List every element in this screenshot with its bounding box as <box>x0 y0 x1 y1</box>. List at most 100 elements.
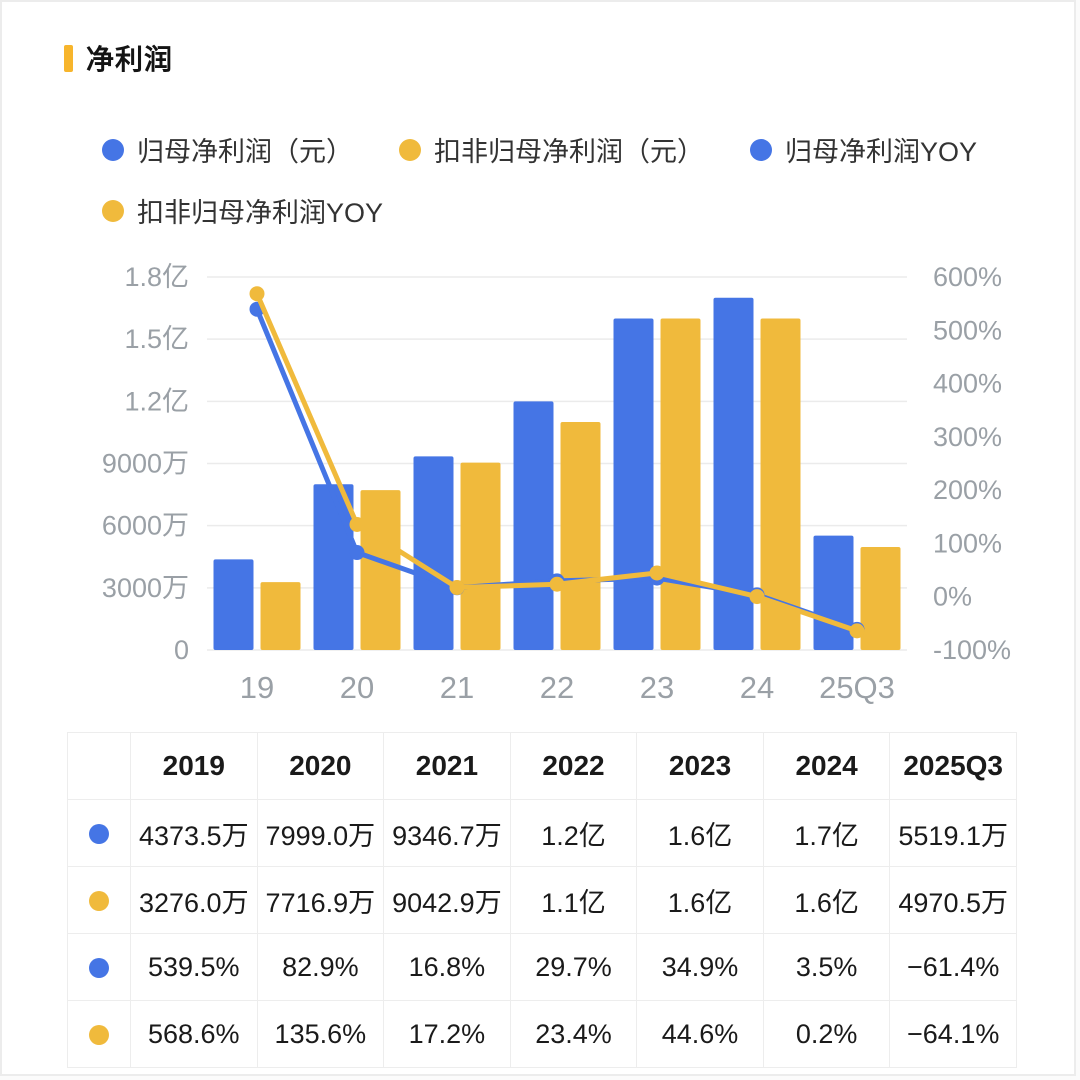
right-axis-tick-label: 500% <box>933 315 1002 345</box>
legend-dot <box>102 199 124 222</box>
table-header-dot-cell <box>67 732 131 800</box>
left-axis-tick-label: 9000万 <box>102 449 189 479</box>
bar-net-profit-20[interactable] <box>313 484 354 650</box>
table-cell: 4373.5万 <box>130 799 258 867</box>
table-row: 539.5% 82.9% 16.8% 29.7% 34.9% 3.5% −61.4% <box>67 933 1017 1001</box>
bar-net-profit-21[interactable] <box>413 456 454 650</box>
left-axis-tick-label: 1.8亿 <box>124 262 189 292</box>
data-table: 2019 2020 2021 2022 2023 2024 2025Q3 4373.5万 79… <box>67 732 1017 1068</box>
legend-label: 归母净利润（元） <box>137 137 353 167</box>
table-cell: 1.6亿 <box>762 866 891 934</box>
table-cell: 0.2% <box>762 1000 891 1068</box>
table-row-dot-cell <box>67 799 131 867</box>
legend-dot <box>102 138 124 161</box>
right-axis-tick-label: -100% <box>933 635 1011 665</box>
legend-item-1[interactable]: 扣非归母净利润（元） <box>399 130 704 169</box>
left-axis-tick-label: 6000万 <box>102 511 189 541</box>
left-axis-tick-label: 1.2亿 <box>124 386 189 416</box>
legend-item-0[interactable]: 归母净利润（元） <box>102 130 353 169</box>
x-axis-tick-label: 24 <box>740 670 774 705</box>
table-row-dot-cell <box>67 1000 131 1068</box>
table-cell: 1.6亿 <box>636 866 764 934</box>
table-row: 4373.5万 7999.0万 9346.7万 1.2亿 1.6亿 1.7亿 5519.1万 <box>67 799 1017 867</box>
table-cell: 23.4% <box>509 1000 638 1068</box>
section-title-row: 净利润 <box>64 38 1074 78</box>
table-cell: 5519.1万 <box>889 799 1017 867</box>
line-point-deducted-net-profit-yoy-21[interactable] <box>449 580 465 596</box>
table-cell: 539.5% <box>130 933 258 1001</box>
x-axis-tick-label: 25Q3 <box>819 670 895 705</box>
table-cell: 1.6亿 <box>636 799 764 867</box>
bar-net-profit-19[interactable] <box>213 559 254 650</box>
table-cell: 568.6% <box>130 1000 258 1068</box>
table-cell: 7999.0万 <box>256 799 385 867</box>
x-axis-tick-label: 22 <box>540 670 574 705</box>
table-cell: 7716.9万 <box>256 866 385 934</box>
legend-label: 归母净利润YOY <box>785 137 978 167</box>
legend-dot <box>399 138 421 161</box>
table-row: 3276.0万 7716.9万 9042.9万 1.1亿 1.6亿 1.6亿 4970.5万 <box>67 866 1017 934</box>
table-header-cell: 2023 <box>636 732 764 800</box>
table-row: 568.6% 135.6% 17.2% 23.4% 44.6% 0.2% −64.1% <box>67 1000 1017 1068</box>
line-point-deducted-net-profit-yoy-23[interactable] <box>649 565 665 581</box>
table-header-cell: 2022 <box>509 732 638 800</box>
left-axis-tick-label: 1.5亿 <box>124 324 189 354</box>
table-cell: 1.7亿 <box>762 799 891 867</box>
table-cell: −64.1% <box>889 1000 1017 1068</box>
x-axis-tick-label: 21 <box>440 670 474 705</box>
bar-deducted-net-profit-24[interactable] <box>760 318 801 650</box>
chart-legend: 归母净利润（元） 扣非归母净利润（元） 归母净利润YOY 扣非归母净利润YOY <box>102 130 982 230</box>
table-header-cell: 2024 <box>762 732 891 800</box>
line-point-net-profit-yoy-20[interactable] <box>349 545 365 561</box>
net-profit-chart[interactable]: 1.8亿 1.5亿 1.2亿 9000万 6000万 3000万 0 600% 500% 400%… <box>2 252 1076 722</box>
table-cell: 9346.7万 <box>383 799 511 867</box>
table-header-cell: 2019 <box>130 732 258 800</box>
bar-net-profit-25Q3[interactable] <box>813 535 854 650</box>
line-point-deducted-net-profit-yoy-20[interactable] <box>349 516 365 532</box>
left-axis-tick-label: 0 <box>174 635 189 665</box>
table-cell: 34.9% <box>636 933 764 1001</box>
bar-net-profit-22[interactable] <box>513 401 554 650</box>
table-row-dot-cell <box>67 933 131 1001</box>
line-point-deducted-net-profit-yoy-24[interactable] <box>749 589 765 605</box>
table-cell: 3.5% <box>762 933 891 1001</box>
table-body: 4373.5万 7999.0万 9346.7万 1.2亿 1.6亿 1.7亿 5519.1万… <box>67 799 1017 1068</box>
table-cell: 9042.9万 <box>383 866 511 934</box>
table-cell: 16.8% <box>383 933 511 1001</box>
data-table-wrap: 2019 2020 2021 2022 2023 2024 2025Q3 4373.5万 79… <box>67 732 1017 1068</box>
title-accent-bar <box>64 44 73 72</box>
table-cell: 44.6% <box>636 1000 764 1068</box>
bar-deducted-net-profit-22[interactable] <box>560 422 601 650</box>
bar-deducted-net-profit-23[interactable] <box>660 318 701 650</box>
chart-area: 1.8亿 1.5亿 1.2亿 9000万 6000万 3000万 0 600% 500% 400%… <box>2 252 1074 722</box>
legend-label: 扣非归母净利润（元） <box>434 137 704 167</box>
bar-deducted-net-profit-25Q3[interactable] <box>860 547 901 650</box>
line-point-deducted-net-profit-yoy-22[interactable] <box>549 576 565 592</box>
page-title: 净利润 <box>86 44 174 75</box>
right-axis-tick-label: 300% <box>933 422 1002 452</box>
series-dot <box>89 1025 109 1046</box>
right-axis-tick-label: 200% <box>933 475 1002 505</box>
bar-deducted-net-profit-19[interactable] <box>260 582 301 650</box>
right-axis-tick-label: 0% <box>933 582 972 612</box>
series-dot <box>89 958 109 979</box>
legend-item-3[interactable]: 扣非归母净利润YOY <box>102 191 383 230</box>
table-cell: 1.1亿 <box>509 866 638 934</box>
bar-deducted-net-profit-20[interactable] <box>360 490 401 650</box>
bar-deducted-net-profit-21[interactable] <box>460 462 501 650</box>
right-axis-tick-label: 400% <box>933 369 1002 399</box>
table-row-dot-cell <box>67 866 131 934</box>
line-point-deducted-net-profit-yoy-25Q3[interactable] <box>849 623 865 639</box>
table-header-cell: 2020 <box>256 732 385 800</box>
table-cell: −61.4% <box>889 933 1017 1001</box>
bar-net-profit-23[interactable] <box>613 318 654 650</box>
table-cell: 135.6% <box>256 1000 385 1068</box>
table-header-row: 2019 2020 2021 2022 2023 2024 2025Q3 <box>67 732 1017 800</box>
bar-net-profit-24[interactable] <box>713 297 754 650</box>
line-point-deducted-net-profit-yoy-19[interactable] <box>249 286 265 302</box>
legend-item-2[interactable]: 归母净利润YOY <box>750 130 977 169</box>
legend-label: 扣非归母净利润YOY <box>137 198 384 228</box>
series-dot <box>89 824 109 845</box>
x-axis-tick-label: 23 <box>640 670 674 705</box>
